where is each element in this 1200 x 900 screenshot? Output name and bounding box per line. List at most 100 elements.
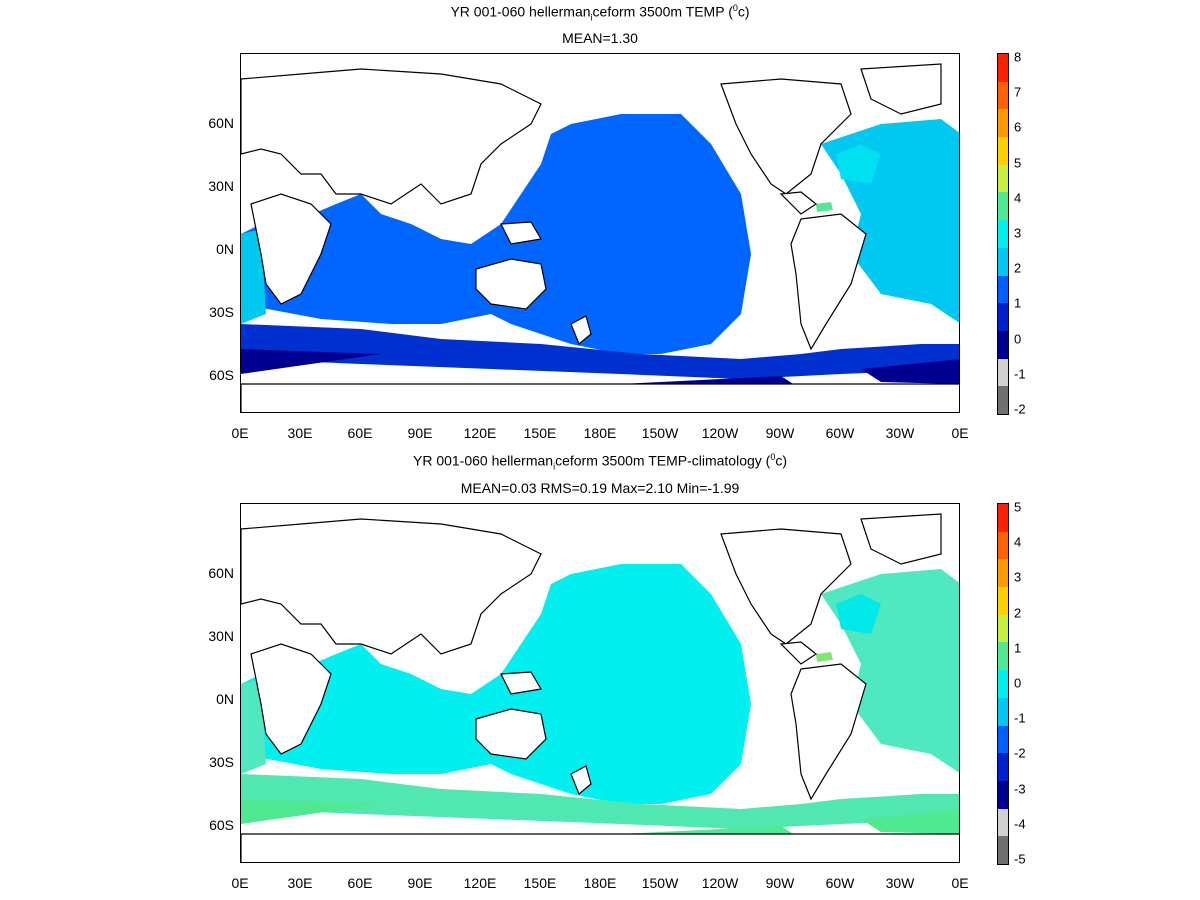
colorbar-segment [998,504,1008,532]
lon-label: 0E [951,425,969,441]
colorbar-tick-label: -1 [1014,710,1026,726]
lat-label: 60S [209,817,234,833]
colorbar-anomaly [997,503,1009,865]
colorbar-segment [998,614,1008,643]
lat-label: 60N [208,565,234,581]
antarctica [241,383,959,412]
lon-label: 90W [765,425,795,441]
south-america [790,213,867,351]
caribbean-patch [816,202,833,212]
lat-label: 30S [209,754,234,770]
colorbar-tick-label: 3 [1014,569,1022,585]
colorbar-tick-label: 5 [1014,155,1022,171]
africa [250,643,332,755]
new-zealand [570,765,592,795]
lon-label: 60E [347,425,373,441]
ocean-field [241,114,959,390]
lon-label: 90E [407,875,433,891]
lon-label: 60E [347,875,373,891]
pacific-indian-basin [241,564,751,804]
colorbar-tick-label: -5 [1014,851,1026,867]
panel1-subtitle: MEAN=1.30 [562,30,638,46]
colorbar-tick-label: 0 [1014,675,1022,691]
lon-label: 90E [407,425,433,441]
lon-label: 90W [765,875,795,891]
lon-label: 150E [523,875,557,891]
north-atlantic-patch [836,144,881,184]
colorbar-segment [998,587,1008,615]
lon-label: 120W [701,425,739,441]
colorbar-segment [998,836,1008,864]
colorbar-tick-label: 5 [1014,499,1022,515]
colorbar-segment [998,137,1008,165]
maritime-continent [500,221,542,245]
colorbar-segment [998,697,1008,726]
lon-label: 60W [825,425,855,441]
lon-label: 120W [701,875,739,891]
colorbar-tick-label: 4 [1014,534,1022,550]
lon-label: 0E [951,875,969,891]
lon-label: 180E [583,875,617,891]
lon-label: 120E [463,425,497,441]
lon-label: 30W [885,425,915,441]
antarctic-deep-water [241,799,959,840]
lat-label: 0N [216,691,234,707]
lat-label: 60N [208,115,234,131]
lon-label: 150W [641,875,679,891]
colorbar-segment [998,109,1008,138]
colorbar-segment [998,559,1008,588]
southern-ocean-band [241,324,959,379]
lon-label: 30W [885,875,915,891]
colorbar-tick-label: 2 [1014,605,1022,621]
colorbar-segment [998,303,1008,331]
map-panel-temperature [240,53,960,413]
lon-label: 120E [463,875,497,891]
temperature-map [241,63,959,412]
panel2-subtitle: MEAN=0.03 RMS=0.19 Max=2.10 Min=-1.99 [460,480,740,496]
lat-label: 60S [209,367,234,383]
lat-label: 30S [209,304,234,320]
eurasia [241,518,542,655]
ocean-field [241,564,959,840]
south-america [790,663,867,801]
antarctic-deep-water [241,349,959,390]
lon-label: 30E [287,425,313,441]
map-panel-anomaly [240,503,960,863]
australia [475,258,547,310]
central-america [779,191,818,215]
north-america [720,78,852,195]
colorbar-segment [998,247,1008,276]
caribbean-patch [816,652,833,662]
lat-label: 0N [216,241,234,257]
colorbar-segment [998,725,1008,754]
lon-label: 180E [583,425,617,441]
colorbar-tick-label: 6 [1014,119,1022,135]
colorbar-segment [998,192,1008,221]
southern-ocean-band [241,774,959,829]
west-edge-atlantic [241,229,266,324]
colorbar-tick-label: 0 [1014,331,1022,347]
colorbar-segment [998,220,1008,248]
colorbar-tick-label: 1 [1014,640,1022,656]
panel2-title: YR 001-060 hellermaniceform 3500m TEMP-c… [412,452,788,472]
colorbar-segment [998,531,1008,560]
lon-label: 150W [641,425,679,441]
land-masses [241,513,959,862]
pacific-indian-basin [241,114,751,354]
lon-label: 0E [231,425,249,441]
colorbar-tick-label: 7 [1014,84,1022,100]
north-atlantic-patch [836,594,881,634]
antarctica [241,833,959,862]
colorbar-tick-label: -2 [1014,745,1026,761]
colorbar-segment [998,642,1008,671]
colorbar-segment [998,753,1008,781]
lon-label: 30E [287,875,313,891]
africa [250,193,332,305]
colorbar-segment [998,358,1008,387]
colorbar-segment [998,386,1008,414]
lat-label: 30N [208,178,234,194]
colorbar-tick-label: 1 [1014,295,1022,311]
west-edge-atlantic [241,679,266,774]
colorbar-segment [998,275,1008,304]
eurasia [241,68,542,205]
